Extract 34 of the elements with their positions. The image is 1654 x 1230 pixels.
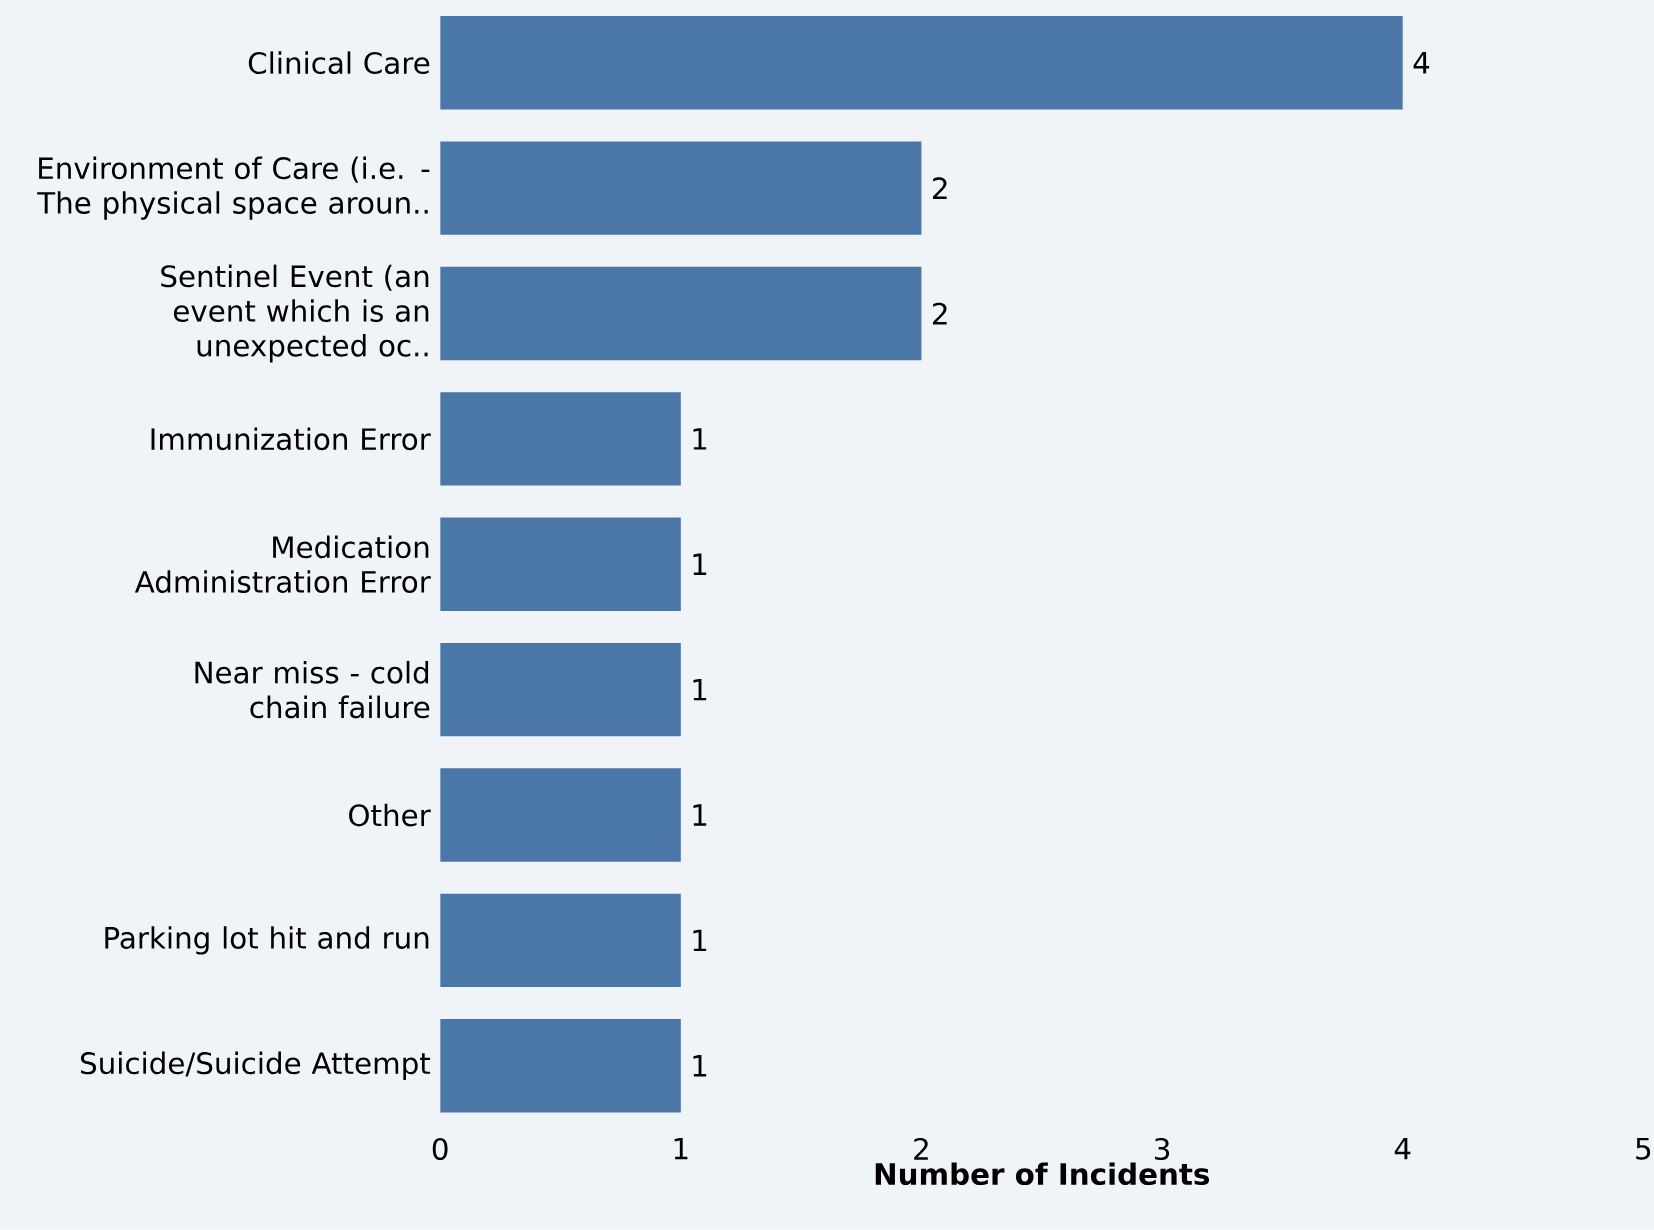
bar [440, 266, 922, 361]
bar [440, 643, 681, 737]
bar [440, 1019, 681, 1113]
bar [440, 16, 1403, 110]
bar [440, 517, 681, 612]
bar [440, 392, 681, 486]
y-tick-label: Suicide/Suicide Attempt [80, 1051, 431, 1081]
bar [440, 141, 922, 235]
x-tick-label: 4 [1394, 1137, 1411, 1160]
x-tick-label: 0 [432, 1138, 448, 1161]
data-label: 1 [693, 428, 707, 450]
data-label: 2 [933, 302, 947, 325]
y-tick-label: Medication Administration Error [134, 535, 431, 594]
bar [440, 893, 681, 988]
data-label: 1 [693, 804, 707, 826]
bar [440, 768, 681, 862]
data-label: 1 [693, 553, 707, 576]
data-label: 4 [1413, 52, 1430, 74]
y-tick-label: Sentinel Event (an event which is an unexpected oc.. [161, 264, 429, 363]
x-axis-title: Number of Incidents [875, 1162, 1210, 1186]
x-tick-label: 5 [1636, 1137, 1651, 1160]
x-tick-label: 2 [914, 1138, 928, 1160]
y-tick-label: Near miss - cold chain failure [195, 661, 430, 719]
data-label: 2 [933, 177, 947, 200]
x-tick-label: 3 [1154, 1138, 1170, 1161]
y-tick-label: Other [349, 803, 431, 827]
y-tick-label: Immunization Error [151, 427, 431, 451]
data-label: 1 [693, 929, 707, 952]
data-label: 1 [693, 679, 707, 701]
x-tick-label: 1 [674, 1137, 688, 1160]
y-tick-label: Clinical Care [248, 51, 430, 75]
y-tick-label: Parking lot hit and run [105, 926, 429, 955]
y-tick-label: Environment of Care (i.e. - The physical space aroun.. [37, 156, 430, 220]
data-label: 1 [693, 1055, 707, 1077]
